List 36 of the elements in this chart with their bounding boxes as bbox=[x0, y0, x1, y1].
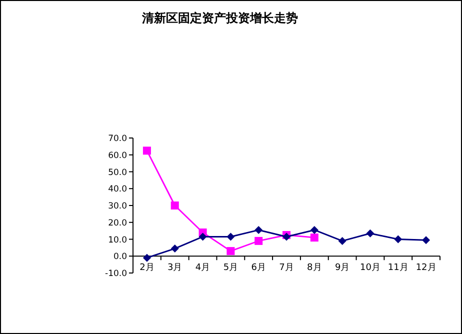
x-tick-label: 9月 bbox=[334, 263, 350, 274]
x-tick-label: 11月 bbox=[388, 263, 408, 274]
point bbox=[310, 226, 318, 234]
point bbox=[394, 235, 402, 244]
point bbox=[422, 236, 430, 244]
x-tick-label: 10月 bbox=[360, 263, 380, 274]
point bbox=[338, 236, 346, 245]
point bbox=[366, 229, 374, 238]
point bbox=[226, 232, 235, 241]
point bbox=[198, 232, 207, 241]
y-tick-label: 30.0 bbox=[108, 202, 127, 212]
x-tick-label: 6月 bbox=[251, 263, 266, 274]
y-tick-label: 60.0 bbox=[108, 150, 127, 161]
y-tick-label: 50.0 bbox=[108, 168, 127, 178]
chart-title: 清新区固定资产投资增长走势 bbox=[141, 11, 298, 25]
point bbox=[254, 226, 263, 234]
x-tick-label: 2月 bbox=[140, 263, 154, 274]
y-tick-label: -10.0 bbox=[105, 269, 127, 279]
x-tick-label: 8月 bbox=[307, 263, 322, 274]
x-tick-label: 7月 bbox=[279, 263, 294, 274]
point bbox=[310, 234, 318, 242]
point bbox=[170, 202, 179, 210]
point bbox=[170, 244, 179, 253]
y-tick-label: 20.0 bbox=[108, 218, 127, 228]
y-tick-label: 70.0 bbox=[108, 134, 127, 144]
x-tick-label: 12月 bbox=[416, 263, 436, 274]
x-tick-label: 5月 bbox=[223, 263, 238, 274]
x-tick-label: 3月 bbox=[167, 263, 182, 274]
y-tick-label: 0.0 bbox=[113, 252, 127, 262]
point bbox=[254, 236, 263, 245]
point bbox=[142, 146, 151, 155]
y-tick-label: 10.0 bbox=[108, 235, 127, 246]
point bbox=[226, 247, 235, 256]
point bbox=[142, 254, 151, 262]
x-tick-label: 4月 bbox=[195, 263, 210, 274]
y-tick-label: 40.0 bbox=[108, 184, 127, 195]
